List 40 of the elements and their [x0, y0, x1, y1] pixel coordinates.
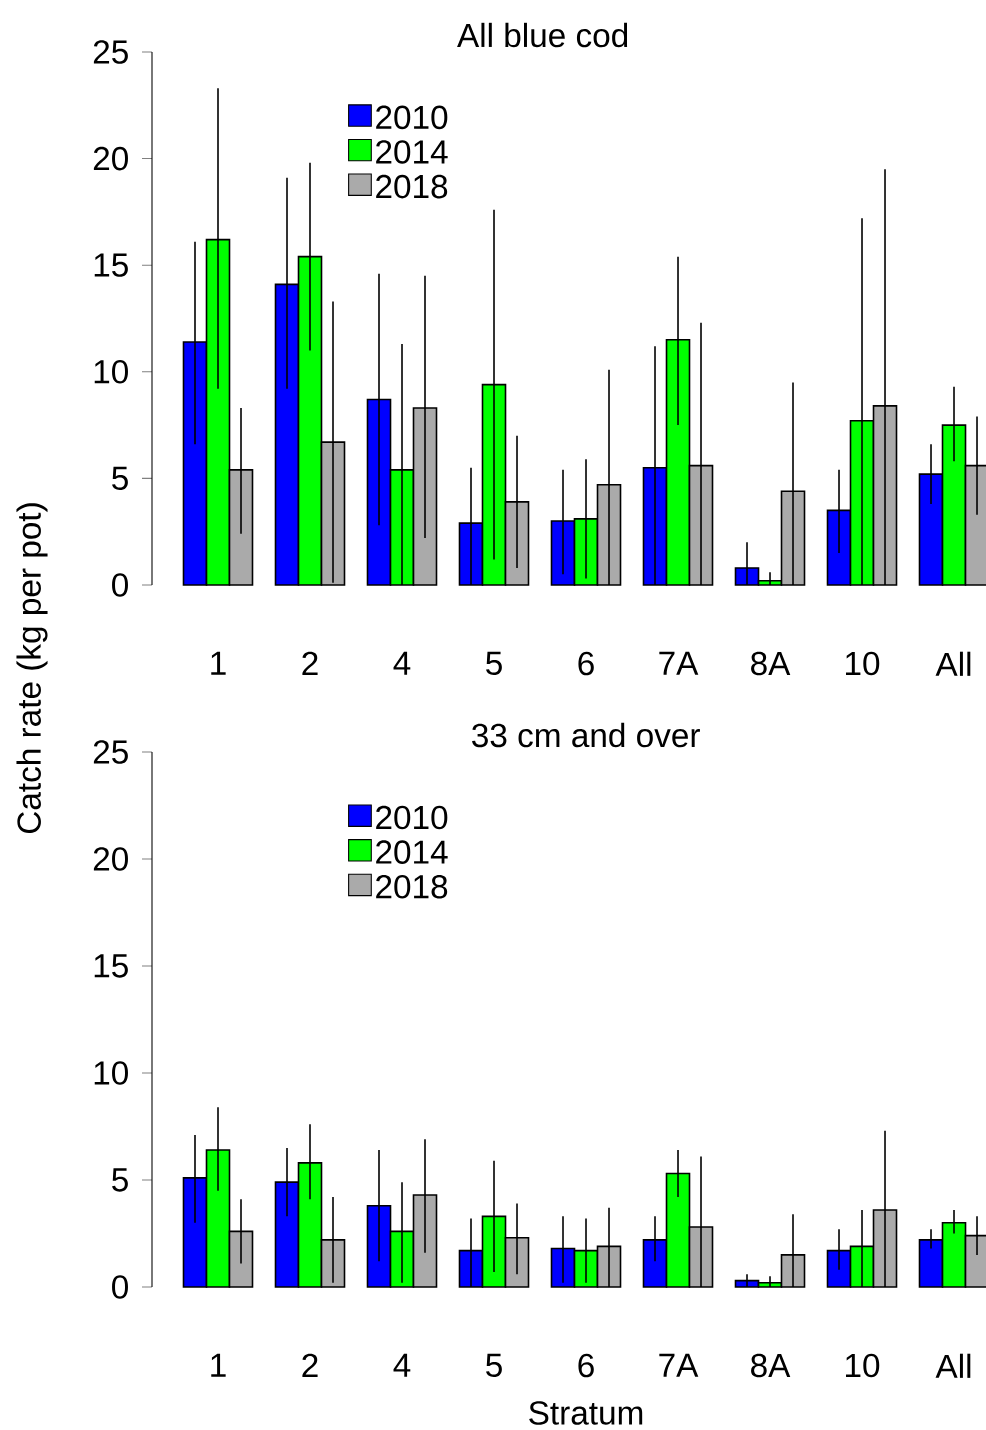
x-tick-label: 7A [659, 651, 699, 675]
legend-label: 2018 [376, 874, 448, 899]
x-tick-label: 1 [211, 1353, 226, 1377]
y-tick-label: 0 [112, 1275, 128, 1299]
chart-title: 33 cm and over [472, 722, 700, 748]
y-tick-label: 5 [112, 1168, 128, 1192]
legend-label: 2018 [376, 174, 448, 199]
y-tick-label: 0 [112, 573, 128, 597]
x-tick-label: 7A [659, 1353, 699, 1377]
x-tick-label: 6 [578, 1353, 594, 1378]
legend-label: 2014 [376, 840, 448, 864]
x-tick-label: All [935, 1353, 971, 1378]
x-tick-label: 4 [393, 651, 411, 675]
y-tick-label: 10 [94, 1061, 128, 1085]
x-axis-title: Stratum [529, 1401, 643, 1425]
y-tick-label: 5 [112, 466, 128, 491]
y-tick-label: 20 [93, 146, 128, 171]
x-tick-label: 2 [302, 651, 318, 675]
x-tick-label: 10 [846, 1353, 880, 1378]
x-tick-label: 1 [211, 651, 226, 675]
x-tick-label: 2 [302, 1353, 318, 1377]
legend-label: 2010 [376, 805, 448, 830]
x-tick-label: 5 [486, 651, 502, 675]
x-tick-label: 8A [751, 651, 791, 676]
y-tick-label: 10 [94, 359, 128, 384]
y-tick-label: 25 [93, 40, 128, 64]
x-tick-label: All [935, 651, 971, 676]
chart-title: All blue cod [457, 22, 628, 48]
legend-label: 2014 [376, 140, 448, 164]
y-tick-label: 20 [93, 847, 128, 871]
legend-label: 2010 [376, 105, 448, 130]
y-tick-label: 15 [94, 954, 128, 978]
x-tick-label: 4 [393, 1353, 411, 1377]
x-tick-label: 8A [751, 1353, 791, 1378]
x-tick-label: 5 [486, 1353, 502, 1377]
y-axis-title: Catch rate (kg per pot) [16, 503, 48, 834]
x-tick-label: 10 [846, 651, 880, 676]
y-tick-label: 15 [94, 253, 128, 277]
x-tick-label: 6 [578, 651, 594, 676]
y-tick-label: 25 [93, 740, 128, 764]
